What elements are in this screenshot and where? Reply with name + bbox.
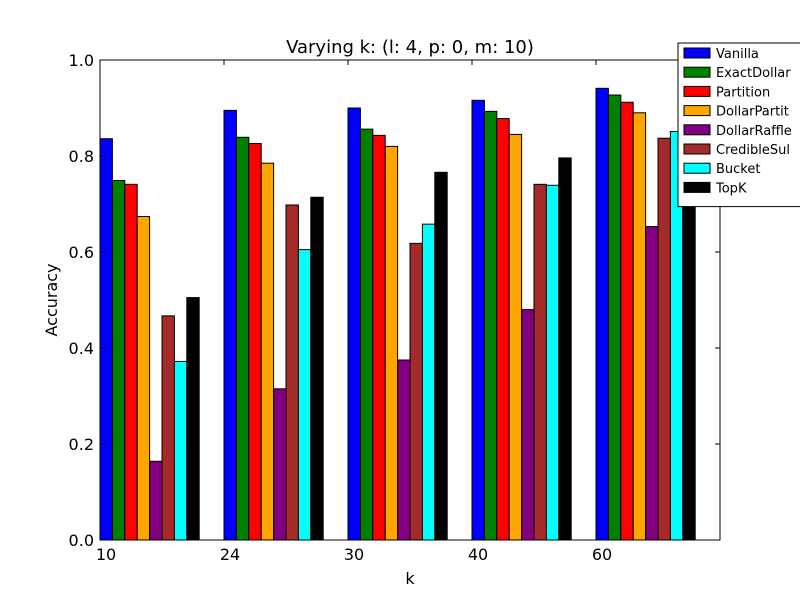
bar-crediblesul-k60 xyxy=(657,137,671,541)
chart-title: Varying k: (l: 4, p: 0, m: 10) xyxy=(286,37,534,58)
bar-topk-k40 xyxy=(558,157,572,541)
y-axis: 0.0 0.2 0.4 0.6 0.8 1.0 xyxy=(69,51,720,550)
bar-vanilla-k24 xyxy=(223,109,237,541)
plot-frame xyxy=(99,59,721,541)
legend-swatch-exactdollar xyxy=(683,66,711,78)
bar-vanilla-k10 xyxy=(99,138,113,541)
bar-topk-k30 xyxy=(434,171,448,541)
bar-vanilla-k40 xyxy=(471,99,485,541)
bar-exactdollar-k40 xyxy=(483,110,498,541)
legend-label-bucket: Bucket xyxy=(716,162,760,177)
bar-topk-k24 xyxy=(310,196,324,541)
legend-swatch-topk xyxy=(683,181,711,193)
bar-dollarpartit-k10 xyxy=(136,215,151,541)
bar-exactdollar-k60 xyxy=(607,94,622,541)
legend-swatch-dollarpartit xyxy=(683,105,711,117)
bar-bucket-k40 xyxy=(545,184,560,541)
x-axis: 10 24 30 40 60 xyxy=(96,60,612,564)
y-axis-label: Accuracy xyxy=(42,263,61,336)
legend-swatch-bucket xyxy=(683,162,711,174)
legend-swatch-vanilla xyxy=(683,47,711,59)
bar-partition-k24 xyxy=(248,143,262,541)
bar-dollarpartit-k60 xyxy=(632,112,647,541)
y-tick-label: 1.0 xyxy=(69,51,94,70)
bar-bucket-k30 xyxy=(421,223,436,541)
bar-exactdollar-k30 xyxy=(359,128,374,541)
bar-topk-k10 xyxy=(186,297,200,541)
legend-label-vanilla: Vanilla xyxy=(716,47,759,62)
y-tick-label: 0.4 xyxy=(69,339,94,358)
bar-exactdollar-k24 xyxy=(235,136,250,541)
legend-label-partition: Partition xyxy=(716,85,770,100)
bar-crediblesul-k30 xyxy=(409,242,423,541)
y-tick-label: 0.2 xyxy=(69,435,94,454)
x-tick-label: 10 xyxy=(96,545,116,564)
y-tick-label: 0.6 xyxy=(69,243,94,262)
bar-bucket-k10 xyxy=(173,360,188,541)
bar-bucket-k24 xyxy=(297,249,312,541)
x-tick-label: 24 xyxy=(220,545,240,564)
legend-label-exactdollar: ExactDollar xyxy=(716,66,791,81)
bar-crediblesul-k24 xyxy=(285,204,299,541)
bar-dollarraffle-k60 xyxy=(645,226,659,541)
x-tick-label: 60 xyxy=(592,545,612,564)
bars-group xyxy=(99,87,696,541)
legend-swatch-dollarraffle xyxy=(683,124,711,136)
bar-crediblesul-k40 xyxy=(533,183,547,541)
bar-dollarraffle-k24 xyxy=(273,388,287,541)
bar-dollarraffle-k30 xyxy=(397,359,411,541)
bar-dollarraffle-k40 xyxy=(521,309,535,541)
bar-crediblesul-k10 xyxy=(161,315,175,541)
bar-dollarpartit-k30 xyxy=(384,145,399,541)
legend-swatch-crediblesul xyxy=(683,143,711,155)
bar-exactdollar-k10 xyxy=(111,179,126,541)
bar-partition-k30 xyxy=(372,134,386,541)
bar-vanilla-k60 xyxy=(595,87,609,541)
bar-dollarpartit-k40 xyxy=(508,133,523,541)
y-tick-label: 0.8 xyxy=(69,147,94,166)
bar-partition-k40 xyxy=(496,118,510,541)
legend-label-dollarpartit: DollarPartit xyxy=(716,105,789,120)
x-tick-label: 30 xyxy=(344,545,364,564)
bar-partition-k60 xyxy=(620,101,634,541)
x-axis-label: k xyxy=(405,569,415,588)
legend: Vanilla ExactDollar Partition DollarPartit D… xyxy=(677,42,800,208)
bar-vanilla-k30 xyxy=(347,107,361,541)
bar-dollarraffle-k10 xyxy=(149,460,163,541)
y-tick-label: 0.0 xyxy=(69,531,94,550)
legend-swatch-partition xyxy=(683,85,711,97)
legend-label-crediblesul: CredibleSul xyxy=(716,143,790,158)
x-tick-label: 40 xyxy=(468,545,488,564)
legend-label-topk: TopK xyxy=(715,181,747,196)
bar-partition-k10 xyxy=(124,183,138,541)
legend-label-dollarraffle: DollarRaffle xyxy=(716,124,792,139)
bar-dollarpartit-k24 xyxy=(260,162,275,541)
